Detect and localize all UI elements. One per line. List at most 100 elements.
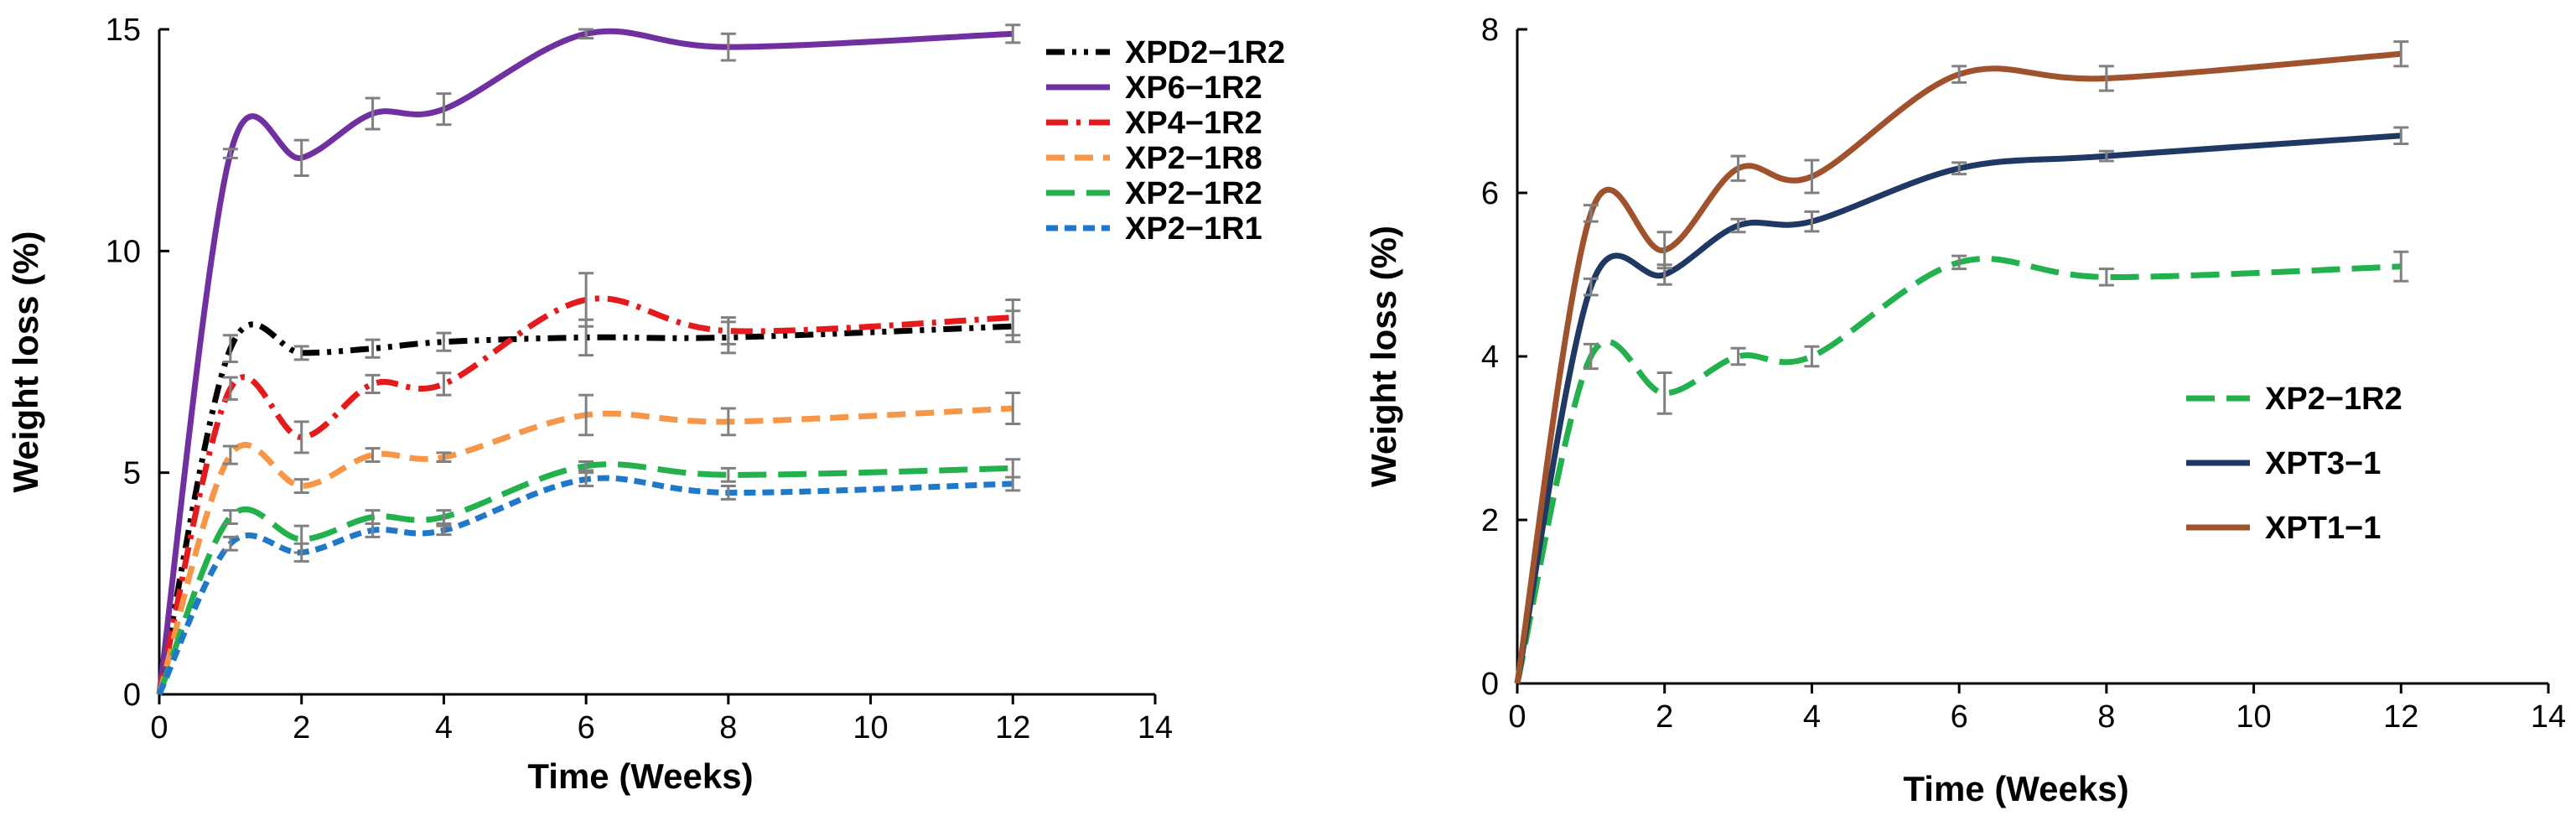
error-bar xyxy=(293,345,309,361)
series-2 xyxy=(1514,40,2409,684)
error-bar xyxy=(436,371,452,397)
series-line xyxy=(1514,50,2402,684)
error-bar xyxy=(293,478,309,494)
error-bar xyxy=(222,535,238,552)
error-bar xyxy=(436,509,452,525)
error-bar xyxy=(2393,40,2409,68)
x-tick-label: 14 xyxy=(2531,699,2566,735)
error-bar xyxy=(293,542,309,563)
error-bar xyxy=(720,466,736,483)
error-bar xyxy=(578,28,594,40)
x-tick-label: 14 xyxy=(1138,710,1173,745)
error-bar xyxy=(1005,23,1021,44)
error-bar xyxy=(1730,217,1746,234)
error-bar xyxy=(365,447,381,463)
error-bar xyxy=(720,485,736,501)
x-tick-label: 10 xyxy=(2236,699,2271,735)
error-bar xyxy=(2098,65,2114,92)
series-3 xyxy=(156,392,1021,695)
series-line xyxy=(156,461,1013,696)
left-chart: 0 5 10 15 0 2 4 6 8 10 12 14 Time (Weeks) Weight loss… xyxy=(6,13,1285,796)
series-5 xyxy=(156,471,1021,696)
x-tick-label: 0 xyxy=(150,710,168,745)
legend: XPD2−1R2XP6−1R2XP4−1R2XP2−1R8XP2−1R2XP2−… xyxy=(1046,35,1285,247)
legend-item: XPD2−1R2 xyxy=(1046,35,1285,70)
x-tick-label: 6 xyxy=(1951,699,1968,735)
legend-label: XP2−1R8 xyxy=(1125,141,1262,176)
legend: XP2−1R2 XPT3−1 XPT1−1 xyxy=(2186,382,2402,546)
legend-item: XP2−1R1 xyxy=(1046,211,1262,247)
y-axis-title: Weight loss (%) xyxy=(1364,226,1403,487)
error-bar xyxy=(1005,475,1021,492)
series-line xyxy=(156,295,1013,695)
y-tick-label: 6 xyxy=(1481,176,1499,211)
error-bar xyxy=(365,373,381,395)
legend-label: XP2−1R2 xyxy=(1125,176,1262,211)
error-bar xyxy=(1583,342,1599,371)
x-tick-label: 0 xyxy=(1508,699,1526,735)
legend-label: XPD2−1R2 xyxy=(1125,35,1285,70)
error-bar xyxy=(2098,149,2114,163)
legend-label: XP6−1R2 xyxy=(1125,70,1262,106)
x-tick-label: 8 xyxy=(2097,699,2115,735)
y-tick-label: 0 xyxy=(1481,667,1499,702)
y-tick-label: 10 xyxy=(106,234,141,269)
legend-item: XP2−1R8 xyxy=(1046,141,1262,176)
error-bar xyxy=(578,460,594,472)
error-bar xyxy=(222,334,238,363)
error-bar xyxy=(1730,346,1746,366)
legend-item: XP6−1R2 xyxy=(1046,70,1262,106)
x-tick-label: 2 xyxy=(293,710,310,745)
series-line xyxy=(156,321,1013,695)
x-tick-label: 4 xyxy=(1803,699,1821,735)
legend-label: XP4−1R2 xyxy=(1125,106,1262,141)
error-bar xyxy=(720,407,736,437)
error-bar xyxy=(222,148,238,159)
y-tick-label: 2 xyxy=(1481,503,1499,538)
error-bar xyxy=(365,96,381,131)
series-line xyxy=(156,405,1013,695)
error-bar xyxy=(1583,204,1599,223)
x-tick-label: 12 xyxy=(2383,699,2418,735)
series-0 xyxy=(1514,250,2409,684)
error-bar xyxy=(365,338,381,359)
y-tick-label: 15 xyxy=(106,13,141,48)
error-bar xyxy=(436,331,452,352)
error-bar xyxy=(1583,277,1599,297)
series-line xyxy=(156,28,1013,695)
legend-label: XPT1−1 xyxy=(2265,511,2381,546)
y-tick-label: 8 xyxy=(1481,13,1499,48)
error-bar xyxy=(1730,154,1746,182)
right-chart: 0 2 4 6 8 0 2 4 6 8 10 12 14 Time (Weeks) Weight loss … xyxy=(1364,13,2566,808)
error-bar xyxy=(1005,298,1021,337)
error-bar xyxy=(365,522,381,538)
series-2 xyxy=(156,272,1021,695)
series-line xyxy=(156,475,1013,696)
error-bar xyxy=(1951,65,1967,84)
x-axis-title: Time (Weeks) xyxy=(1903,769,2128,808)
error-bar xyxy=(436,451,452,463)
error-bar xyxy=(293,138,309,177)
error-bar xyxy=(720,32,736,62)
x-tick-label: 2 xyxy=(1656,699,1673,735)
error-bar xyxy=(436,524,452,537)
error-bar xyxy=(2098,268,2114,287)
legend-item: XPT1−1 xyxy=(2186,511,2381,546)
error-bar xyxy=(222,509,238,525)
legend-item: XP4−1R2 xyxy=(1046,106,1262,141)
x-tick-label: 6 xyxy=(578,710,595,745)
x-tick-label: 12 xyxy=(995,710,1030,745)
x-tick-label: 10 xyxy=(853,710,888,745)
series-1 xyxy=(156,23,1021,695)
legend-item: XPT3−1 xyxy=(2186,446,2381,481)
x-tick-label: 8 xyxy=(719,710,737,745)
error-bar xyxy=(1005,392,1021,426)
x-axis-title: Time (Weeks) xyxy=(527,756,753,796)
error-bar xyxy=(1951,161,1967,176)
series-line xyxy=(1514,132,2402,684)
x-tick-label: 4 xyxy=(435,710,453,745)
error-bar xyxy=(578,393,594,437)
y-axis-title: Weight loss (%) xyxy=(6,231,45,493)
error-bar xyxy=(1804,345,1820,368)
